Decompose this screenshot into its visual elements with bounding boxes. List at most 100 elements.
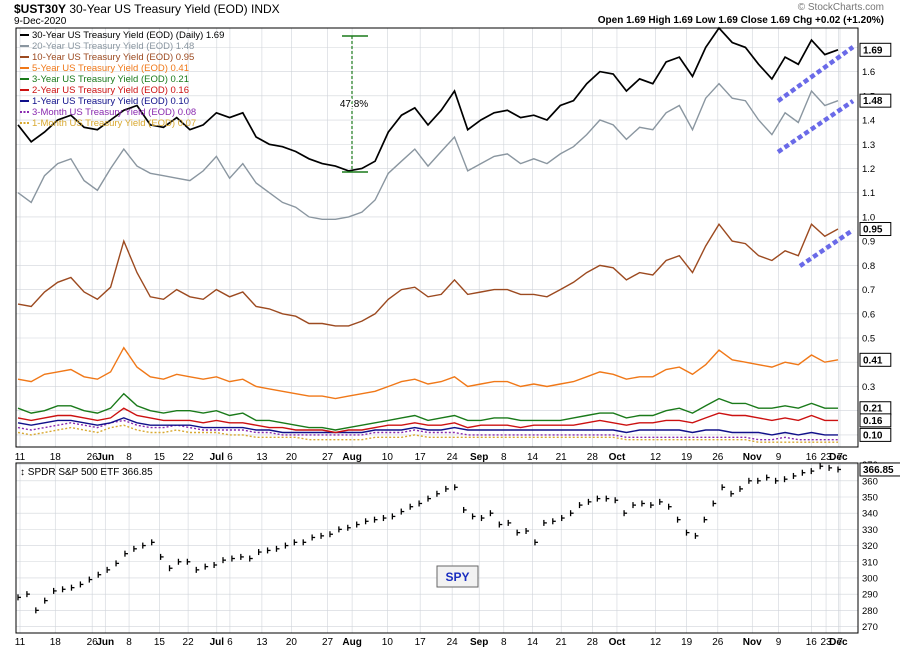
x-tick-label-bottom: Oct bbox=[609, 637, 626, 648]
y-tick-label-top: 1.1 bbox=[862, 188, 875, 199]
y-tick-label-top: 0.6 bbox=[862, 309, 875, 320]
legend-entry: 10-Year US Treasury Yield (EOD) 0.95 bbox=[32, 52, 194, 63]
x-tick-label-top: 27 bbox=[322, 452, 334, 463]
legend-entry: 5-Year US Treasury Yield (EOD) 0.41 bbox=[32, 63, 189, 74]
series-line-y3 bbox=[17, 392, 838, 431]
x-tick-label-top: 20 bbox=[286, 452, 298, 463]
x-tick-label-top: Sep bbox=[470, 452, 488, 463]
x-tick-label-bottom: 13 bbox=[256, 637, 268, 648]
value-badge-y5: 0.41 bbox=[863, 355, 883, 366]
trendline-marker bbox=[798, 228, 855, 268]
legend-entry: 3-Year US Treasury Yield (EOD) 0.21 bbox=[32, 74, 189, 85]
x-tick-label-bottom: 26 bbox=[87, 637, 99, 648]
series-line-y10 bbox=[17, 222, 839, 327]
value-badge-y10: 0.95 bbox=[863, 225, 883, 236]
x-tick-label-bottom: 14 bbox=[527, 637, 539, 648]
y-tick-label-bottom: 320 bbox=[862, 541, 878, 552]
symbol-label: $UST30Y bbox=[14, 2, 67, 16]
x-tick-label-top: 13 bbox=[256, 452, 268, 463]
exchange-label: INDX bbox=[251, 2, 280, 16]
x-tick-label-top: 12 bbox=[650, 452, 662, 463]
legend-entry: 2-Year US Treasury Yield (EOD) 0.16 bbox=[32, 85, 189, 96]
x-tick-label-bottom: 15 bbox=[154, 637, 166, 648]
x-tick-label-bottom: 19 bbox=[681, 637, 693, 648]
y-tick-label-top: 0.9 bbox=[862, 237, 875, 248]
y-tick-label-bottom: 280 bbox=[862, 606, 878, 617]
x-tick-label-bottom: 20 bbox=[286, 637, 298, 648]
x-tick-label-top: 28 bbox=[587, 452, 599, 463]
value-badge-y5-box bbox=[859, 352, 892, 367]
y-tick-label-top: 1.0 bbox=[862, 212, 875, 223]
series-line-y2 bbox=[17, 407, 838, 434]
x-tick-label-bottom: 12 bbox=[650, 637, 662, 648]
x-tick-label-top: 17 bbox=[415, 452, 427, 463]
x-tick-label-bottom: 27 bbox=[322, 637, 334, 648]
x-tick-label-bottom: Jun bbox=[96, 637, 114, 648]
x-tick-label-bottom: Sep bbox=[470, 637, 488, 648]
x-tick-label-top: 8 bbox=[501, 452, 507, 463]
spy-legend-entry: ↕ SPDR S&P 500 ETF 366.85 bbox=[20, 467, 153, 478]
y-tick-label-bottom: 310 bbox=[862, 557, 878, 568]
x-tick-label-top: 7 bbox=[837, 452, 843, 463]
value-badge-y20-box bbox=[859, 93, 892, 108]
value-badge-y2-box bbox=[859, 413, 892, 428]
x-tick-label-top: 18 bbox=[50, 452, 62, 463]
bottom-panel-frame bbox=[15, 462, 859, 634]
value-badge-y1-box bbox=[859, 427, 892, 442]
legend-entry: 1-Month US Treasury Yield (EOD) 0.07 bbox=[32, 118, 196, 129]
x-tick-label-top: 11 bbox=[15, 452, 26, 463]
y-tick-label-top: 0.7 bbox=[862, 285, 875, 296]
x-tick-label-top: 19 bbox=[681, 452, 693, 463]
y-tick-label-top: 1.3 bbox=[862, 140, 875, 151]
symbol-title: $UST30Y 30-Year US Treasury Yield (EOD) … bbox=[14, 2, 280, 16]
series-line-y1 bbox=[17, 417, 838, 436]
x-tick-label-bottom: Nov bbox=[743, 637, 762, 648]
value-badge-y1: 0.10 bbox=[863, 430, 883, 441]
x-tick-label-top: Nov bbox=[743, 452, 762, 463]
instrument-name: 30-Year US Treasury Yield (EOD) bbox=[69, 2, 248, 16]
x-tick-label-bottom: 6 bbox=[227, 637, 233, 648]
y-tick-label-top: 1.2 bbox=[862, 164, 875, 175]
quote-line: Open 1.69 High 1.69 Low 1.69 Close 1.69 … bbox=[597, 15, 884, 26]
x-tick-label-top: 14 bbox=[527, 452, 539, 463]
x-tick-label-bottom: 8 bbox=[501, 637, 507, 648]
y-tick-label-bottom: 330 bbox=[862, 525, 878, 536]
x-tick-label-bottom: 28 bbox=[587, 637, 599, 648]
x-tick-label-top: 22 bbox=[183, 452, 195, 463]
y-tick-label-top: 0.5 bbox=[862, 334, 875, 345]
x-tick-label-bottom: 22 bbox=[183, 637, 195, 648]
series-line-y30 bbox=[17, 26, 839, 172]
x-tick-label-bottom: 10 bbox=[382, 637, 394, 648]
badge-layer: 1.69 1.48 0.95 0.41 0.210.16 0.10 366.85 bbox=[859, 42, 900, 477]
series-line-y20 bbox=[17, 82, 839, 221]
top-panel-frame bbox=[15, 27, 859, 448]
value-badge-y2: 0.16 bbox=[863, 416, 883, 427]
x-tick-label-bottom: 24 bbox=[447, 637, 459, 648]
annotation-label: 47.8% bbox=[340, 99, 368, 110]
value-badge-y30: 1.69 bbox=[863, 45, 883, 56]
y-tick-label-bottom: 300 bbox=[862, 573, 878, 584]
value-badge-y10-box bbox=[859, 222, 892, 237]
value-badge-y3: 0.21 bbox=[863, 404, 883, 415]
series-layer: 47.8% bbox=[17, 26, 855, 614]
series-line-y5 bbox=[17, 346, 839, 400]
x-tick-label-bottom: 8 bbox=[126, 637, 132, 648]
x-tick-label-top: Jun bbox=[96, 452, 114, 463]
axis-layer: 111118182626JunJun8815152222JulJul661313… bbox=[15, 27, 878, 648]
x-tick-label-bottom: 26 bbox=[712, 637, 724, 648]
x-tick-label-top: Jul bbox=[210, 452, 225, 463]
legend-entry: 1-Year US Treasury Yield (EOD) 0.10 bbox=[32, 96, 189, 107]
x-tick-label-bottom: Aug bbox=[342, 637, 361, 648]
series-line-m1 bbox=[17, 424, 838, 443]
x-tick-label-bottom: Dec bbox=[829, 637, 848, 648]
x-tick-label-top: 26 bbox=[87, 452, 99, 463]
legend-layer: 30-Year US Treasury Yield (EOD) (Daily) … bbox=[20, 30, 479, 588]
trendline-marker bbox=[776, 99, 855, 154]
x-tick-label-top: 16 bbox=[806, 452, 818, 463]
value-badge-y20: 1.48 bbox=[863, 96, 883, 107]
x-tick-label-top: 8 bbox=[126, 452, 132, 463]
legend-entry: 20-Year US Treasury Yield (EOD) 1.48 bbox=[32, 41, 194, 52]
y-tick-label-top: 1.6 bbox=[862, 67, 875, 78]
x-tick-label-bottom: 16 bbox=[806, 637, 818, 648]
